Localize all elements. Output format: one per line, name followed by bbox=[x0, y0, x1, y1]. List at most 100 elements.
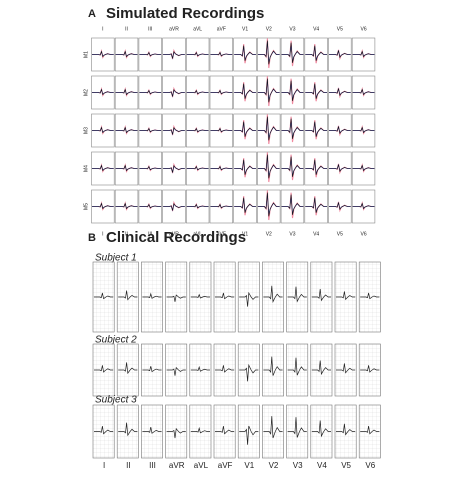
trace-sim bbox=[139, 51, 162, 57]
ecg-strip bbox=[165, 343, 188, 397]
trace-clinical bbox=[142, 427, 162, 434]
model-label: M3 bbox=[83, 127, 89, 134]
trace-sim bbox=[257, 78, 280, 103]
trace-sim bbox=[115, 164, 138, 172]
trace-sim bbox=[305, 159, 327, 175]
trace-sim bbox=[163, 126, 185, 135]
panel-title: Clinical Recordings bbox=[106, 229, 246, 246]
trace-sim bbox=[186, 203, 209, 209]
trace-sim bbox=[329, 164, 351, 173]
ecg-strip bbox=[237, 404, 260, 459]
lead-cell bbox=[209, 189, 234, 224]
subject-label: Subject 3 bbox=[95, 395, 137, 406]
trace-clinical bbox=[287, 357, 307, 376]
trace-clinical bbox=[215, 292, 235, 300]
lead-label: aVF bbox=[218, 461, 233, 470]
trace-sim bbox=[329, 50, 351, 59]
trace-sim bbox=[352, 126, 375, 134]
trace-clinical bbox=[263, 416, 283, 439]
trace-sim bbox=[329, 88, 351, 97]
trace-sim bbox=[352, 202, 375, 210]
ecg-strip bbox=[237, 343, 260, 397]
lead-cell bbox=[91, 189, 115, 224]
lead-label: II bbox=[125, 231, 128, 237]
trace-clinical bbox=[360, 292, 380, 300]
model-label: M5 bbox=[83, 203, 89, 210]
lead-cell bbox=[328, 151, 352, 186]
trace-clinical bbox=[215, 365, 235, 373]
trace-sim bbox=[163, 164, 185, 173]
lead-cell bbox=[186, 37, 210, 72]
trace-sim bbox=[92, 202, 114, 210]
trace-sim bbox=[163, 88, 185, 97]
trace-sim bbox=[305, 45, 327, 61]
ecg-strip bbox=[262, 261, 284, 333]
lead-cell bbox=[304, 113, 328, 148]
lead-label: V3 bbox=[289, 26, 295, 32]
ecg-strip bbox=[92, 343, 115, 397]
lead-cell bbox=[257, 151, 281, 186]
lead-label: V3 bbox=[289, 231, 295, 237]
trace-sim bbox=[234, 83, 256, 99]
lead-cell bbox=[138, 37, 162, 72]
lead-label: V1 bbox=[244, 461, 254, 470]
trace-sim bbox=[234, 159, 256, 175]
trace-sim bbox=[234, 45, 256, 61]
trace-sim bbox=[281, 80, 304, 101]
trace-sim bbox=[305, 197, 327, 213]
trace-clinical bbox=[190, 293, 210, 299]
lead-label: I bbox=[102, 231, 103, 237]
trace-sim bbox=[257, 192, 280, 217]
trace-sim bbox=[115, 50, 138, 58]
lead-cell bbox=[257, 37, 281, 72]
trace-sim bbox=[257, 116, 280, 141]
ecg-strip bbox=[92, 261, 115, 333]
panel-title: Simulated Recordings bbox=[106, 5, 264, 22]
ecg-strip bbox=[262, 404, 284, 459]
lead-label: aVR bbox=[169, 231, 179, 237]
lead-cell bbox=[257, 189, 281, 224]
lead-label: V6 bbox=[360, 231, 366, 237]
trace-clinical bbox=[239, 291, 259, 307]
lead-cell bbox=[233, 75, 257, 110]
model-label: M4 bbox=[83, 165, 89, 172]
ecg-strip bbox=[334, 261, 357, 333]
trace-sim bbox=[305, 121, 327, 137]
lead-cell bbox=[209, 113, 234, 148]
lead-cell bbox=[280, 189, 305, 224]
lead-cell bbox=[280, 151, 305, 186]
lead-cell bbox=[304, 75, 328, 110]
lead-cell bbox=[351, 37, 376, 72]
trace-sim bbox=[257, 154, 280, 179]
lead-label: V4 bbox=[313, 26, 319, 32]
lead-cell bbox=[162, 189, 186, 224]
ecg-strip bbox=[310, 404, 333, 459]
lead-cell bbox=[209, 75, 234, 110]
lead-label: V2 bbox=[269, 461, 279, 470]
trace-sim bbox=[115, 126, 138, 134]
trace-sim bbox=[234, 121, 256, 137]
lead-cell bbox=[351, 75, 376, 110]
trace-clinical bbox=[239, 363, 259, 382]
lead-label: aVF bbox=[217, 26, 226, 32]
lead-cell bbox=[91, 151, 115, 186]
trace-sim bbox=[92, 88, 114, 96]
trace-clinical bbox=[311, 360, 331, 376]
trace-clinical bbox=[336, 291, 356, 301]
trace-clinical bbox=[239, 425, 259, 445]
ecg-strip bbox=[165, 404, 188, 459]
lead-label: I bbox=[102, 26, 103, 32]
lead-cell bbox=[257, 75, 281, 110]
lead-label: III bbox=[149, 461, 156, 470]
trace-clinical bbox=[263, 285, 283, 304]
lead-cell bbox=[304, 151, 328, 186]
lead-cell bbox=[138, 113, 162, 148]
trace-sim bbox=[115, 202, 138, 210]
lead-cell bbox=[186, 75, 210, 110]
lead-cell bbox=[233, 37, 257, 72]
lead-cell bbox=[138, 189, 162, 224]
trace-sim bbox=[305, 83, 327, 99]
lead-cell bbox=[91, 37, 115, 72]
trace-sim bbox=[139, 203, 162, 209]
ecg-strip bbox=[310, 343, 333, 397]
